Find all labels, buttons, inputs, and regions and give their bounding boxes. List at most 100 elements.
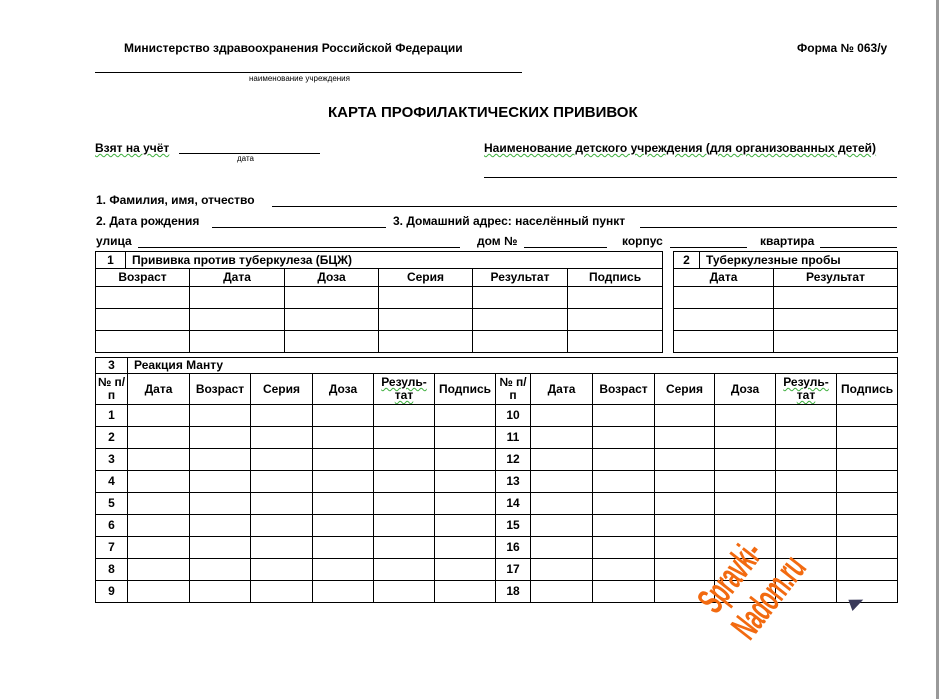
mantoux-cell[interactable]: [127, 404, 190, 427]
mantoux-cell[interactable]: [835, 404, 899, 427]
mantoux-cell[interactable]: [189, 514, 251, 537]
mantoux-cell[interactable]: [373, 470, 435, 493]
mantoux-cell[interactable]: [250, 580, 313, 603]
mantoux-cell[interactable]: [530, 426, 593, 449]
mantoux-cell[interactable]: [775, 448, 837, 471]
mantoux-cell[interactable]: [250, 404, 313, 427]
apartment-field[interactable]: [820, 247, 897, 248]
house-field[interactable]: [524, 247, 607, 248]
mantoux-cell[interactable]: [835, 492, 899, 515]
mantoux-cell[interactable]: [312, 514, 374, 537]
birth-date-field[interactable]: [212, 227, 386, 228]
mantoux-cell[interactable]: [127, 514, 190, 537]
mantoux-cell[interactable]: [714, 470, 776, 493]
mantoux-cell[interactable]: [127, 536, 190, 559]
mantoux-cell[interactable]: [434, 426, 496, 449]
mantoux-cell[interactable]: [250, 514, 313, 537]
mantoux-cell[interactable]: [189, 558, 251, 581]
tb-tests-cell[interactable]: [772, 308, 899, 331]
mantoux-cell[interactable]: [592, 470, 655, 493]
mantoux-cell[interactable]: [835, 470, 899, 493]
bcg-cell[interactable]: [378, 330, 473, 353]
mantoux-cell[interactable]: [434, 580, 496, 603]
mantoux-cell[interactable]: [592, 580, 655, 603]
bcg-cell[interactable]: [189, 286, 285, 309]
mantoux-cell[interactable]: [530, 470, 593, 493]
mantoux-cell[interactable]: [835, 536, 899, 559]
locality-field[interactable]: [640, 227, 897, 228]
mantoux-cell[interactable]: [189, 470, 251, 493]
mantoux-cell[interactable]: [127, 448, 190, 471]
mantoux-cell[interactable]: [714, 404, 776, 427]
mantoux-cell[interactable]: [530, 404, 593, 427]
mantoux-cell[interactable]: [373, 514, 435, 537]
bcg-cell[interactable]: [378, 308, 473, 331]
bcg-cell[interactable]: [189, 330, 285, 353]
mantoux-cell[interactable]: [592, 514, 655, 537]
mantoux-cell[interactable]: [530, 514, 593, 537]
mantoux-cell[interactable]: [434, 404, 496, 427]
mantoux-cell[interactable]: [312, 558, 374, 581]
mantoux-cell[interactable]: [312, 470, 374, 493]
mantoux-cell[interactable]: [434, 536, 496, 559]
mantoux-cell[interactable]: [250, 448, 313, 471]
mantoux-cell[interactable]: [434, 514, 496, 537]
mantoux-cell[interactable]: [250, 492, 313, 515]
bcg-cell[interactable]: [95, 286, 190, 309]
bcg-cell[interactable]: [284, 330, 379, 353]
child-institution-field[interactable]: [484, 177, 897, 178]
mantoux-cell[interactable]: [592, 448, 655, 471]
tb-tests-cell[interactable]: [673, 330, 774, 353]
mantoux-cell[interactable]: [373, 404, 435, 427]
mantoux-cell[interactable]: [714, 426, 776, 449]
mantoux-cell[interactable]: [434, 492, 496, 515]
mantoux-cell[interactable]: [189, 404, 251, 427]
mantoux-cell[interactable]: [775, 426, 837, 449]
mantoux-cell[interactable]: [835, 580, 899, 603]
mantoux-cell[interactable]: [530, 558, 593, 581]
mantoux-cell[interactable]: [189, 426, 251, 449]
mantoux-cell[interactable]: [835, 426, 899, 449]
mantoux-cell[interactable]: [373, 426, 435, 449]
mantoux-cell[interactable]: [312, 580, 374, 603]
mantoux-cell[interactable]: [189, 448, 251, 471]
bcg-cell[interactable]: [95, 330, 190, 353]
mantoux-cell[interactable]: [434, 470, 496, 493]
mantoux-cell[interactable]: [127, 580, 190, 603]
bcg-cell[interactable]: [284, 308, 379, 331]
mantoux-cell[interactable]: [654, 536, 715, 559]
mantoux-cell[interactable]: [373, 558, 435, 581]
tb-tests-cell[interactable]: [673, 286, 774, 309]
mantoux-cell[interactable]: [189, 536, 251, 559]
mantoux-cell[interactable]: [127, 470, 190, 493]
mantoux-cell[interactable]: [312, 536, 374, 559]
mantoux-cell[interactable]: [312, 426, 374, 449]
mantoux-cell[interactable]: [654, 492, 715, 515]
tb-tests-cell[interactable]: [673, 308, 774, 331]
bcg-cell[interactable]: [472, 286, 568, 309]
full-name-field[interactable]: [272, 206, 897, 207]
mantoux-cell[interactable]: [373, 492, 435, 515]
mantoux-cell[interactable]: [592, 492, 655, 515]
mantoux-cell[interactable]: [835, 448, 899, 471]
mantoux-cell[interactable]: [250, 426, 313, 449]
mantoux-cell[interactable]: [530, 448, 593, 471]
mantoux-cell[interactable]: [592, 558, 655, 581]
mantoux-cell[interactable]: [835, 558, 899, 581]
mantoux-cell[interactable]: [654, 404, 715, 427]
bcg-cell[interactable]: [566, 286, 664, 309]
bcg-cell[interactable]: [284, 286, 379, 309]
mantoux-cell[interactable]: [250, 558, 313, 581]
mantoux-cell[interactable]: [775, 470, 837, 493]
bcg-cell[interactable]: [566, 308, 664, 331]
mantoux-cell[interactable]: [373, 536, 435, 559]
mantoux-cell[interactable]: [127, 426, 190, 449]
mantoux-cell[interactable]: [127, 492, 190, 515]
mantoux-cell[interactable]: [434, 558, 496, 581]
building-field[interactable]: [670, 247, 747, 248]
bcg-cell[interactable]: [566, 330, 664, 353]
bcg-cell[interactable]: [378, 286, 473, 309]
mantoux-cell[interactable]: [250, 470, 313, 493]
mantoux-cell[interactable]: [373, 448, 435, 471]
mantoux-cell[interactable]: [654, 448, 715, 471]
